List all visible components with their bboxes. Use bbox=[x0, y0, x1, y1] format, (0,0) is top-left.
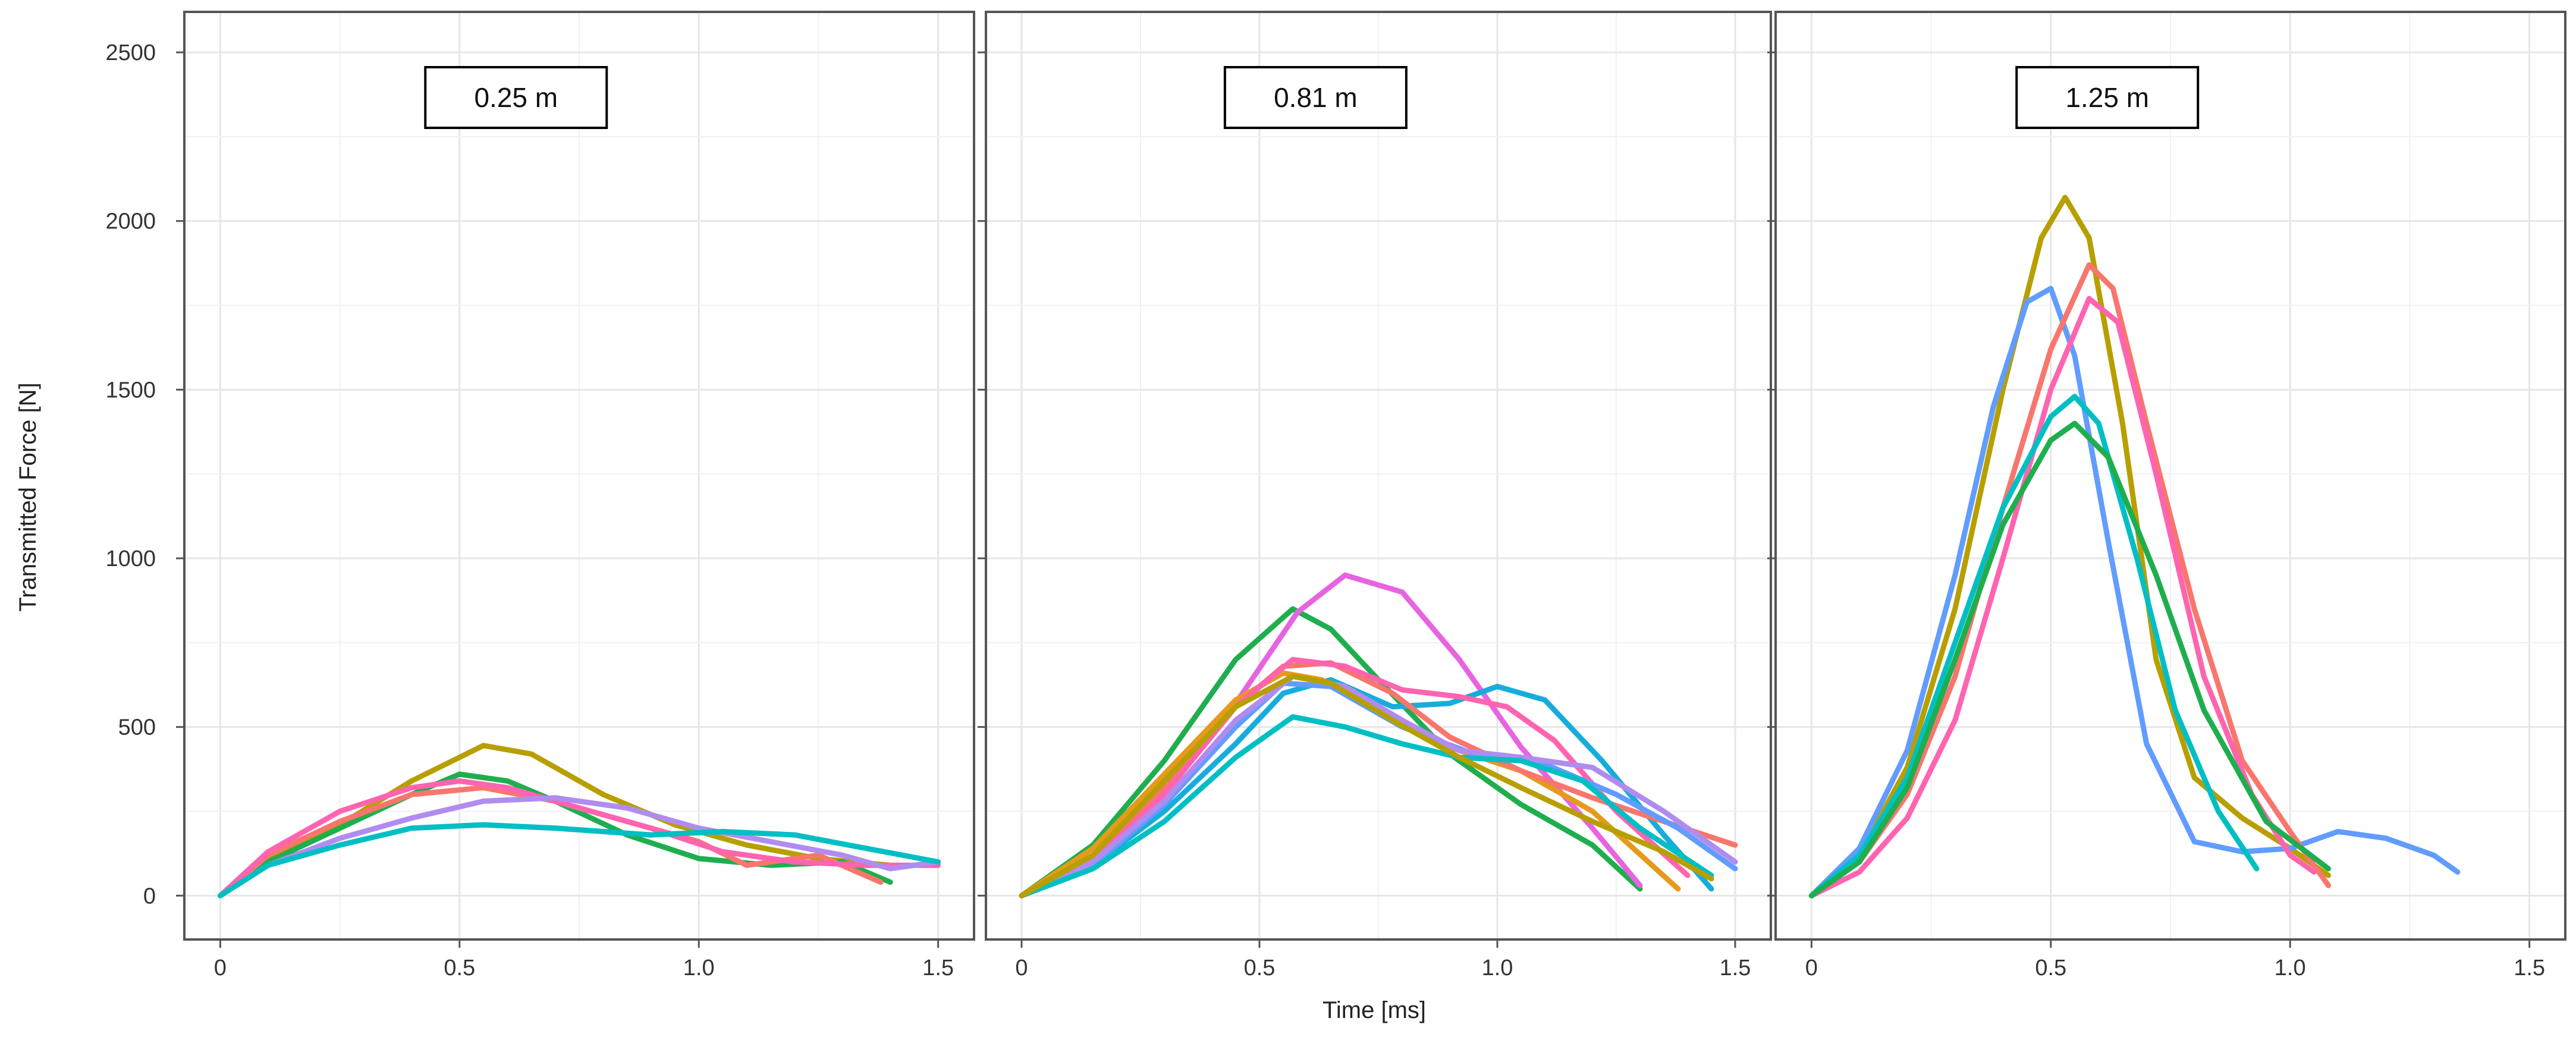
x-tick-label: 0.5 bbox=[2035, 956, 2066, 981]
series-line-teal bbox=[1019, 714, 1714, 898]
x-tick-label: 0 bbox=[1015, 956, 1028, 981]
series-line-olive bbox=[217, 743, 893, 898]
panel-3: 0 0.5 1.0 1.5 1.25 m bbox=[1767, 11, 2566, 981]
panel-2: 0 0.5 1.0 1.5 0.81 m bbox=[978, 11, 1772, 981]
series-line-teal bbox=[1808, 394, 2260, 898]
x-axis-title: Time [ms] bbox=[1322, 997, 1426, 1023]
series-line-purple bbox=[217, 795, 941, 898]
x-tick-label: 0 bbox=[214, 956, 227, 981]
panel-border bbox=[183, 11, 975, 941]
panel-border bbox=[985, 11, 1772, 941]
y-tick-label: 0 bbox=[143, 884, 156, 909]
y-tick-label: 2500 bbox=[105, 40, 156, 65]
facet-label-box bbox=[424, 66, 608, 129]
x-tick-label: 1.5 bbox=[922, 956, 954, 981]
series-line-red bbox=[1808, 262, 2332, 898]
facet-label: 1.25 m bbox=[2065, 82, 2149, 113]
facet-label-box bbox=[2015, 66, 2200, 129]
x-tick-label: 0.5 bbox=[444, 956, 475, 981]
y-axis-title: Transmitted Force [N] bbox=[15, 382, 41, 611]
y-tick-label: 1000 bbox=[105, 546, 156, 571]
series-line-pink bbox=[1019, 656, 1691, 898]
series-line-blue bbox=[1808, 285, 2461, 898]
x-tick-label: 0 bbox=[1805, 956, 1818, 981]
panels-layer: 0 0.5 1.0 1.5 0 500 1000 1500 2000 2500 0.25 m 0 0.5… bbox=[105, 11, 2566, 981]
x-tick-label: 1.5 bbox=[2514, 956, 2545, 981]
series-line-teal bbox=[217, 822, 941, 898]
y-tick-label: 2000 bbox=[105, 209, 156, 234]
y-tick-label: 500 bbox=[118, 715, 156, 740]
x-tick-label: 1.0 bbox=[683, 956, 715, 981]
panel-1: 0 0.5 1.0 1.5 0 500 1000 1500 2000 2500 0.25 m bbox=[105, 11, 975, 981]
series-line-olive bbox=[1808, 194, 2332, 898]
facet-label: 0.25 m bbox=[474, 82, 558, 113]
series-line-green bbox=[1808, 420, 2332, 898]
series-line-purple bbox=[1019, 674, 1738, 898]
series-line-olive bbox=[1019, 674, 1714, 898]
x-tick-label: 0.5 bbox=[1244, 956, 1276, 981]
series-line-green bbox=[217, 771, 893, 898]
series-line-cyan bbox=[1019, 677, 1714, 898]
panel-border bbox=[1774, 11, 2566, 941]
x-tick-label: 1.0 bbox=[1482, 956, 1513, 981]
series-line-green bbox=[1019, 606, 1643, 898]
x-tick-label: 1.5 bbox=[1720, 956, 1751, 981]
x-tick-label: 1.0 bbox=[2275, 956, 2306, 981]
y-tick-label: 1500 bbox=[105, 378, 156, 403]
facet-label: 0.81 m bbox=[1274, 82, 1358, 113]
facet-label-box bbox=[1223, 66, 1408, 129]
